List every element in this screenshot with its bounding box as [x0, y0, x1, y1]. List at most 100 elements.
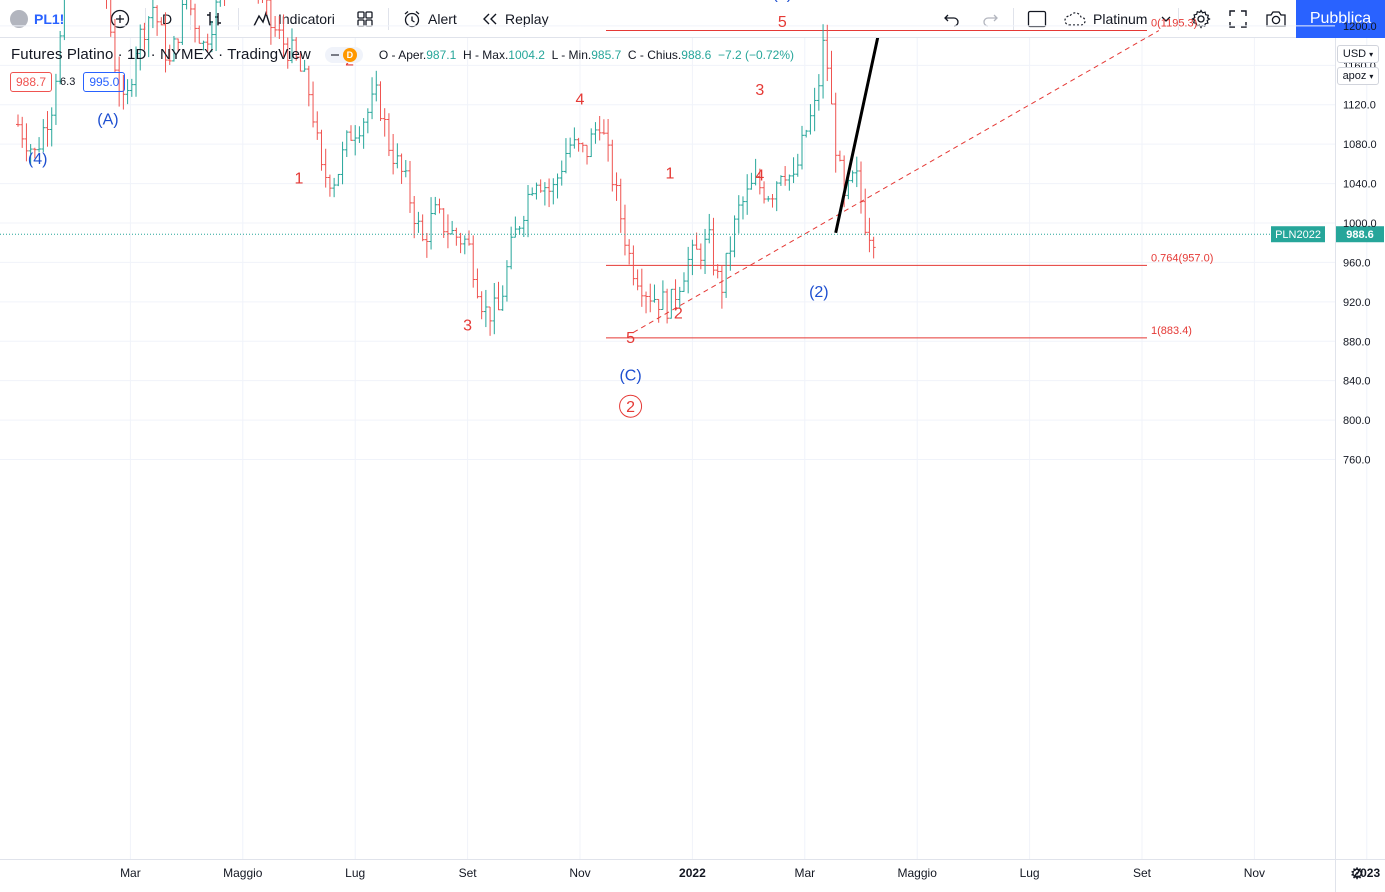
publish-button[interactable]: Pubblica — [1296, 0, 1385, 38]
layout-name-label: Platinum — [1093, 11, 1148, 27]
wave-label: (2) — [809, 284, 829, 301]
low-value: 985.7 — [591, 47, 622, 62]
candles-layer — [16, 0, 876, 336]
time-tick-label: Mar — [794, 866, 815, 880]
rewind-icon — [481, 11, 499, 27]
chart-legend: Futures Platino · 1D · NYMEX · TradingVi… — [11, 46, 794, 63]
fullscreen-button[interactable] — [1228, 0, 1248, 38]
wave-label: 2 — [626, 399, 635, 416]
toolbar-divider — [190, 8, 191, 30]
wave-label: (1) — [773, 0, 793, 2]
replay-button[interactable]: Replay — [481, 0, 549, 38]
symbol-logo-icon — [10, 10, 28, 28]
price-tick-label: 880.0 — [1343, 336, 1371, 348]
time-tick-label: Nov — [569, 866, 590, 880]
layout-name-button[interactable]: Platinum — [1063, 0, 1171, 38]
wave-label: 3 — [463, 317, 472, 334]
symbol-search-button[interactable]: PL1! — [10, 0, 64, 38]
plus-circle-icon — [110, 9, 130, 29]
layout-toggle-button[interactable] — [1027, 0, 1047, 38]
axis-settings-gear-icon[interactable]: ⚙ — [1350, 866, 1364, 883]
toolbar-divider — [145, 8, 146, 30]
indicators-button[interactable]: Indicatori — [252, 0, 335, 38]
wave-label: 3 — [755, 82, 764, 99]
fib-level-label: 0(1195.3) — [1151, 18, 1197, 30]
legend-title: Futures Platino · 1D · NYMEX · TradingVi… — [11, 46, 311, 63]
unit-select[interactable]: apoz ▾ — [1337, 67, 1379, 85]
delayed-flag-badge: D — [342, 47, 357, 62]
bid-price[interactable]: 988.7 — [10, 72, 53, 92]
time-tick-label: Maggio — [223, 866, 263, 880]
settings-button[interactable] — [1190, 0, 1212, 38]
compare-add-button[interactable] — [110, 0, 130, 38]
price-tick-label: 960.0 — [1343, 257, 1371, 269]
alarm-clock-icon — [402, 9, 422, 29]
toolbar-divider — [388, 8, 389, 30]
wave-label: 5 — [626, 330, 635, 347]
low-label: L - Min. — [551, 47, 592, 62]
alert-label: Alert — [428, 11, 457, 27]
toolbar-divider — [238, 8, 239, 30]
wave-label: 1 — [665, 166, 674, 183]
alert-button[interactable]: Alert — [402, 0, 457, 38]
price-tick-label: 1080.0 — [1343, 139, 1377, 151]
square-layout-icon — [1027, 10, 1047, 28]
open-value: 987.1 — [426, 47, 457, 62]
currency-label: USD — [1342, 48, 1367, 60]
grid-layer — [0, 25, 1368, 859]
price-axis-controls: USD ▾ apoz ▾ — [1337, 45, 1379, 89]
spread-value: 6.3 — [60, 76, 76, 88]
unit-label: apoz — [1342, 70, 1367, 82]
fullscreen-icon — [1228, 9, 1248, 29]
last-price-tag: 988.6 — [1346, 229, 1374, 241]
symbol-label: PL1! — [34, 11, 65, 27]
high-label: H - Max. — [462, 47, 509, 62]
drawings-layer: PLN2022 988.6 — [0, 30, 1384, 333]
bid-ask-quote: 988.7 6.3 995.0 — [10, 72, 126, 92]
interval-button[interactable]: D — [162, 0, 172, 38]
wave-label: (4) — [28, 151, 48, 168]
close-value: 988.6 — [681, 47, 712, 62]
time-tick-label: Nov — [1244, 866, 1265, 880]
time-tick-label: Lug — [1020, 866, 1040, 880]
replay-label: Replay — [505, 11, 549, 27]
open-label: O - Aper. — [378, 47, 427, 62]
close-label: C - Chius. — [627, 47, 682, 62]
symbol-tag-bg — [1271, 226, 1325, 243]
price-tick-label: 840.0 — [1343, 376, 1371, 388]
trendline-dashed — [633, 30, 1160, 333]
time-tick-label: Lug — [345, 866, 365, 880]
high-value: 1004.2 — [508, 47, 545, 62]
fib-level-label: 0.764(957.0) — [1151, 252, 1213, 264]
toolbar-divider — [1178, 8, 1179, 30]
price-tick-label: 800.0 — [1343, 415, 1371, 427]
wave-label: 5 — [778, 14, 787, 31]
collapse-dash-icon — [330, 53, 339, 56]
wave-label: 2 — [674, 306, 683, 323]
wave-label: 1 — [295, 171, 304, 188]
currency-select[interactable]: USD ▾ — [1337, 45, 1379, 63]
top-toolbar: PL1! D Indicatori Alert Repl — [0, 0, 1385, 38]
time-tick-label: Set — [459, 866, 478, 880]
legend-status-pill[interactable]: D — [324, 46, 363, 63]
time-tick-label: 2023 — [1353, 866, 1380, 880]
wave-label: 4 — [576, 92, 585, 109]
indicators-icon — [252, 10, 272, 28]
fibonacci-retracement: 0(1195.3) 0.764(957.0) 1(883.4) — [606, 18, 1213, 339]
interval-label: D — [162, 11, 173, 27]
price-tick-label: 760.0 — [1343, 455, 1371, 467]
chevron-down-icon — [1161, 15, 1171, 23]
last-price-tag-bg — [1336, 226, 1384, 243]
toolbar-divider — [1013, 8, 1014, 30]
gear-icon — [1190, 8, 1212, 30]
price-tick-label: 1200.0 — [1343, 21, 1377, 33]
time-tick-label: Set — [1133, 866, 1152, 880]
time-tick-label: Mar — [120, 866, 141, 880]
wave-label: 4 — [755, 168, 764, 185]
ask-price[interactable]: 995.0 — [83, 72, 126, 92]
fib-level-label: 1(883.4) — [1151, 325, 1192, 337]
chevron-down-icon: ▾ — [1369, 71, 1374, 81]
price-tick-label: 1000.0 — [1343, 218, 1377, 230]
